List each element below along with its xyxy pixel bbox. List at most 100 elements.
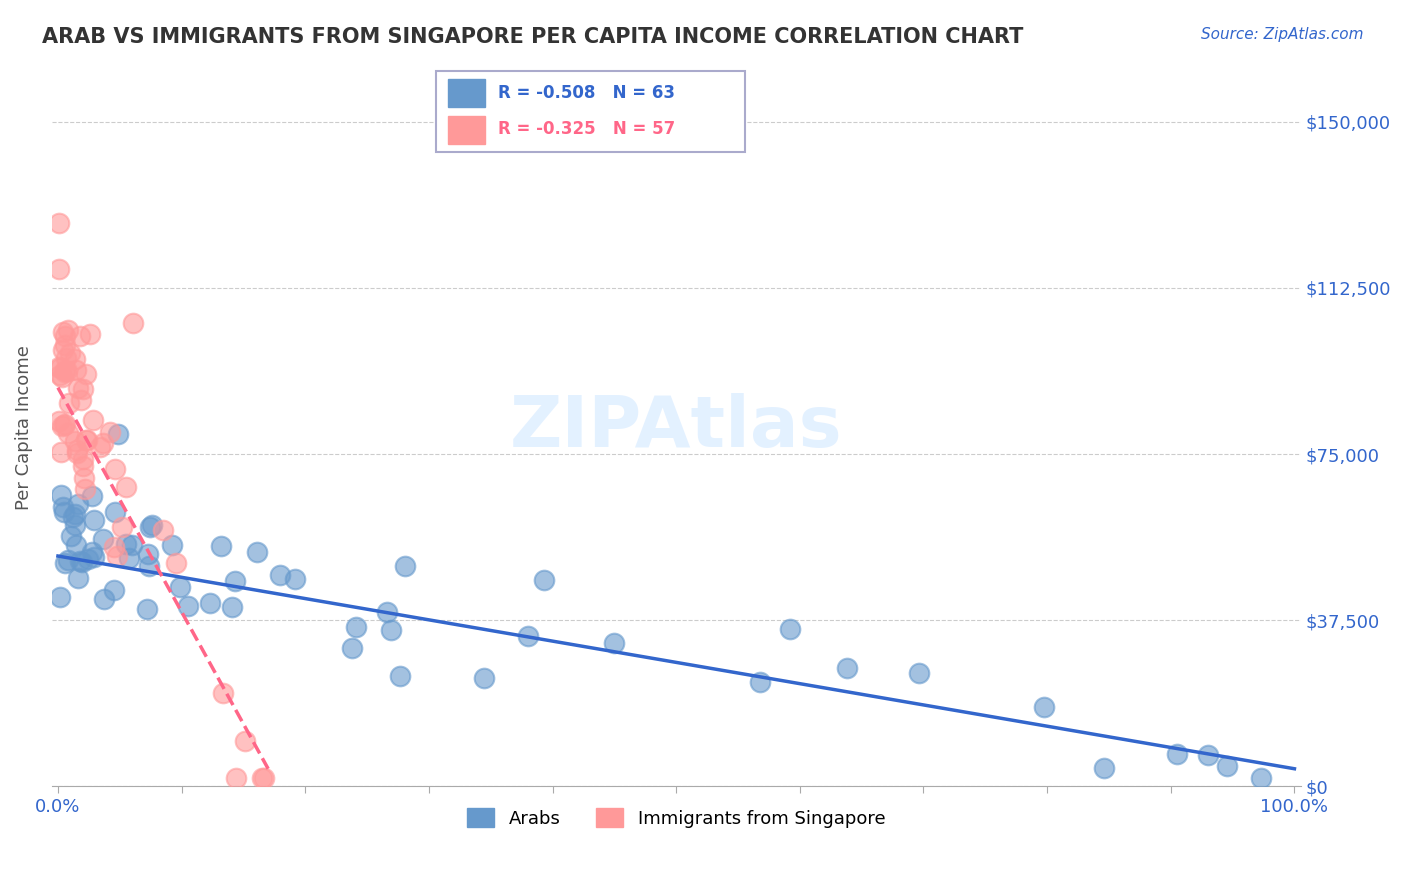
Point <box>269 568 291 582</box>
Point <box>209 539 232 553</box>
Point <box>344 620 367 634</box>
Point <box>52 326 75 340</box>
Point <box>82 489 104 503</box>
Text: R = -0.325   N = 57: R = -0.325 N = 57 <box>498 120 675 138</box>
Point <box>58 396 80 410</box>
Point <box>49 590 72 604</box>
Point <box>72 470 94 484</box>
Point <box>48 360 70 375</box>
Point <box>63 352 86 367</box>
Point <box>76 433 98 447</box>
Point <box>224 574 246 588</box>
Point <box>79 326 101 341</box>
Point <box>533 573 555 587</box>
Point <box>1250 771 1272 785</box>
Point <box>51 488 73 502</box>
Point <box>252 771 274 785</box>
Point <box>48 414 70 428</box>
Point <box>603 636 626 650</box>
Point <box>1033 700 1056 714</box>
FancyBboxPatch shape <box>436 71 745 152</box>
Point <box>72 459 94 474</box>
Point <box>198 596 221 610</box>
Point <box>65 445 87 459</box>
Point <box>65 363 87 377</box>
Point <box>59 529 82 543</box>
Point <box>63 434 86 448</box>
Point <box>80 544 103 558</box>
Point <box>135 602 157 616</box>
Point <box>375 605 398 619</box>
Point <box>225 771 247 785</box>
Point <box>122 316 145 330</box>
Point <box>253 771 276 785</box>
Point <box>48 262 70 277</box>
Point <box>56 323 79 337</box>
Text: ARAB VS IMMIGRANTS FROM SINGAPORE PER CAPITA INCOME CORRELATION CHART: ARAB VS IMMIGRANTS FROM SINGAPORE PER CA… <box>42 27 1024 46</box>
Point <box>105 549 128 563</box>
Point <box>98 425 121 439</box>
Point <box>835 661 858 675</box>
Point <box>1166 747 1188 761</box>
Text: R = -0.508   N = 63: R = -0.508 N = 63 <box>498 84 675 102</box>
Point <box>53 338 76 352</box>
Point <box>73 482 96 496</box>
Point <box>1092 761 1115 775</box>
Point <box>89 440 111 454</box>
Point <box>49 445 72 459</box>
Point <box>53 363 76 377</box>
Point <box>233 733 256 747</box>
Point <box>472 671 495 685</box>
Point <box>779 622 801 636</box>
Point <box>749 674 772 689</box>
Point <box>246 544 269 558</box>
Point <box>908 666 931 681</box>
Point <box>66 442 89 457</box>
Point <box>51 418 73 433</box>
Point <box>49 368 72 382</box>
Point <box>63 518 86 533</box>
Point <box>70 554 93 568</box>
Bar <box>449 79 485 108</box>
Point <box>56 552 79 566</box>
Point <box>221 600 243 615</box>
Point <box>72 382 94 396</box>
Point <box>69 328 91 343</box>
Point <box>160 538 183 552</box>
Point <box>517 629 540 643</box>
Point <box>121 538 143 552</box>
Bar <box>449 116 485 144</box>
Point <box>107 427 129 442</box>
Point <box>49 360 72 375</box>
Point <box>65 538 87 552</box>
Point <box>66 498 89 512</box>
Point <box>75 367 97 381</box>
Point <box>53 329 76 343</box>
Point <box>51 370 73 384</box>
Point <box>52 343 75 357</box>
Point <box>53 365 76 379</box>
Point <box>70 392 93 407</box>
Point <box>76 552 98 566</box>
Point <box>66 571 89 585</box>
Point <box>91 532 114 546</box>
Text: ZIPAtlas: ZIPAtlas <box>510 393 842 462</box>
Point <box>56 364 79 378</box>
Point <box>93 591 115 606</box>
Point <box>165 556 187 570</box>
Point <box>103 540 125 554</box>
Point <box>58 425 80 440</box>
Point <box>284 572 307 586</box>
Point <box>380 624 402 638</box>
Point <box>82 413 104 427</box>
Point <box>55 351 77 365</box>
Point <box>91 436 114 450</box>
Point <box>114 537 136 551</box>
Point <box>52 505 75 519</box>
Point <box>66 381 89 395</box>
Point <box>53 556 76 570</box>
Point <box>136 547 159 561</box>
Point <box>52 500 75 514</box>
Point <box>62 510 84 524</box>
Point <box>118 550 141 565</box>
